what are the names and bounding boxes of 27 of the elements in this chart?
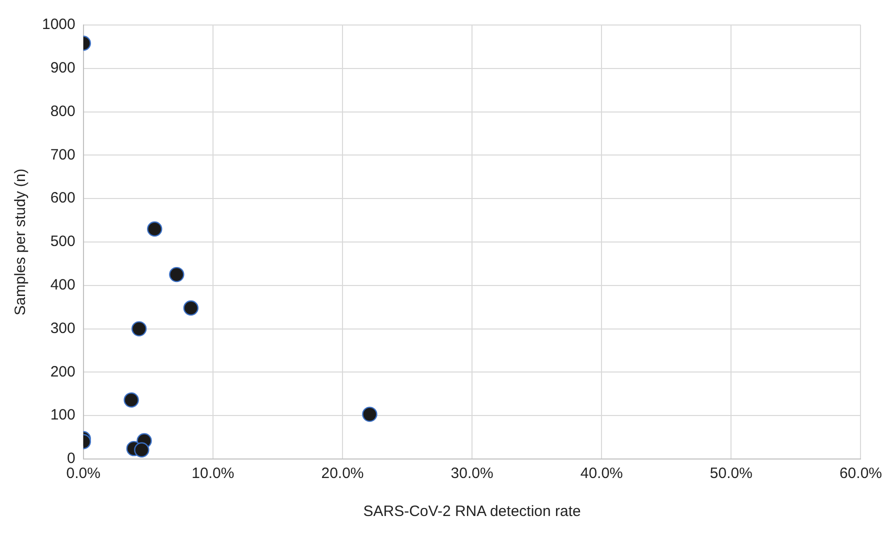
- y-tick-label: 200: [50, 363, 76, 380]
- y-tick-label: 0: [67, 450, 76, 468]
- y-tick-label: 800: [50, 102, 76, 120]
- x-tick-label: 50.0%: [710, 465, 752, 482]
- x-axis-title: SARS-CoV-2 RNA detection rate: [363, 503, 581, 520]
- point: [124, 392, 139, 408]
- point: [147, 221, 162, 237]
- y-tick-label: 700: [50, 146, 76, 164]
- point: [131, 321, 147, 336]
- y-tick-label: 400: [50, 276, 76, 294]
- x-tick-label: 40.0%: [580, 465, 623, 482]
- x-tick-label: 0.0%: [66, 465, 100, 482]
- point: [183, 300, 199, 316]
- point: [169, 266, 184, 282]
- y-tick-label: 300: [50, 320, 76, 337]
- y-tick-label: 1000: [42, 16, 76, 34]
- y-tick-label: 500: [50, 233, 76, 250]
- y-tick-label: 600: [50, 190, 76, 207]
- point: [362, 406, 378, 422]
- x-tick-label: 60.0%: [839, 465, 882, 482]
- point: [134, 442, 150, 458]
- y-axis-title: Samples per study (n): [12, 168, 30, 316]
- x-tick-label: 10.0%: [192, 465, 234, 482]
- x-tick-label: 20.0%: [321, 465, 364, 482]
- x-tick-label: 30.0%: [450, 465, 494, 482]
- y-tick-label: 100: [50, 406, 76, 424]
- y-tick-label: 900: [50, 60, 76, 77]
